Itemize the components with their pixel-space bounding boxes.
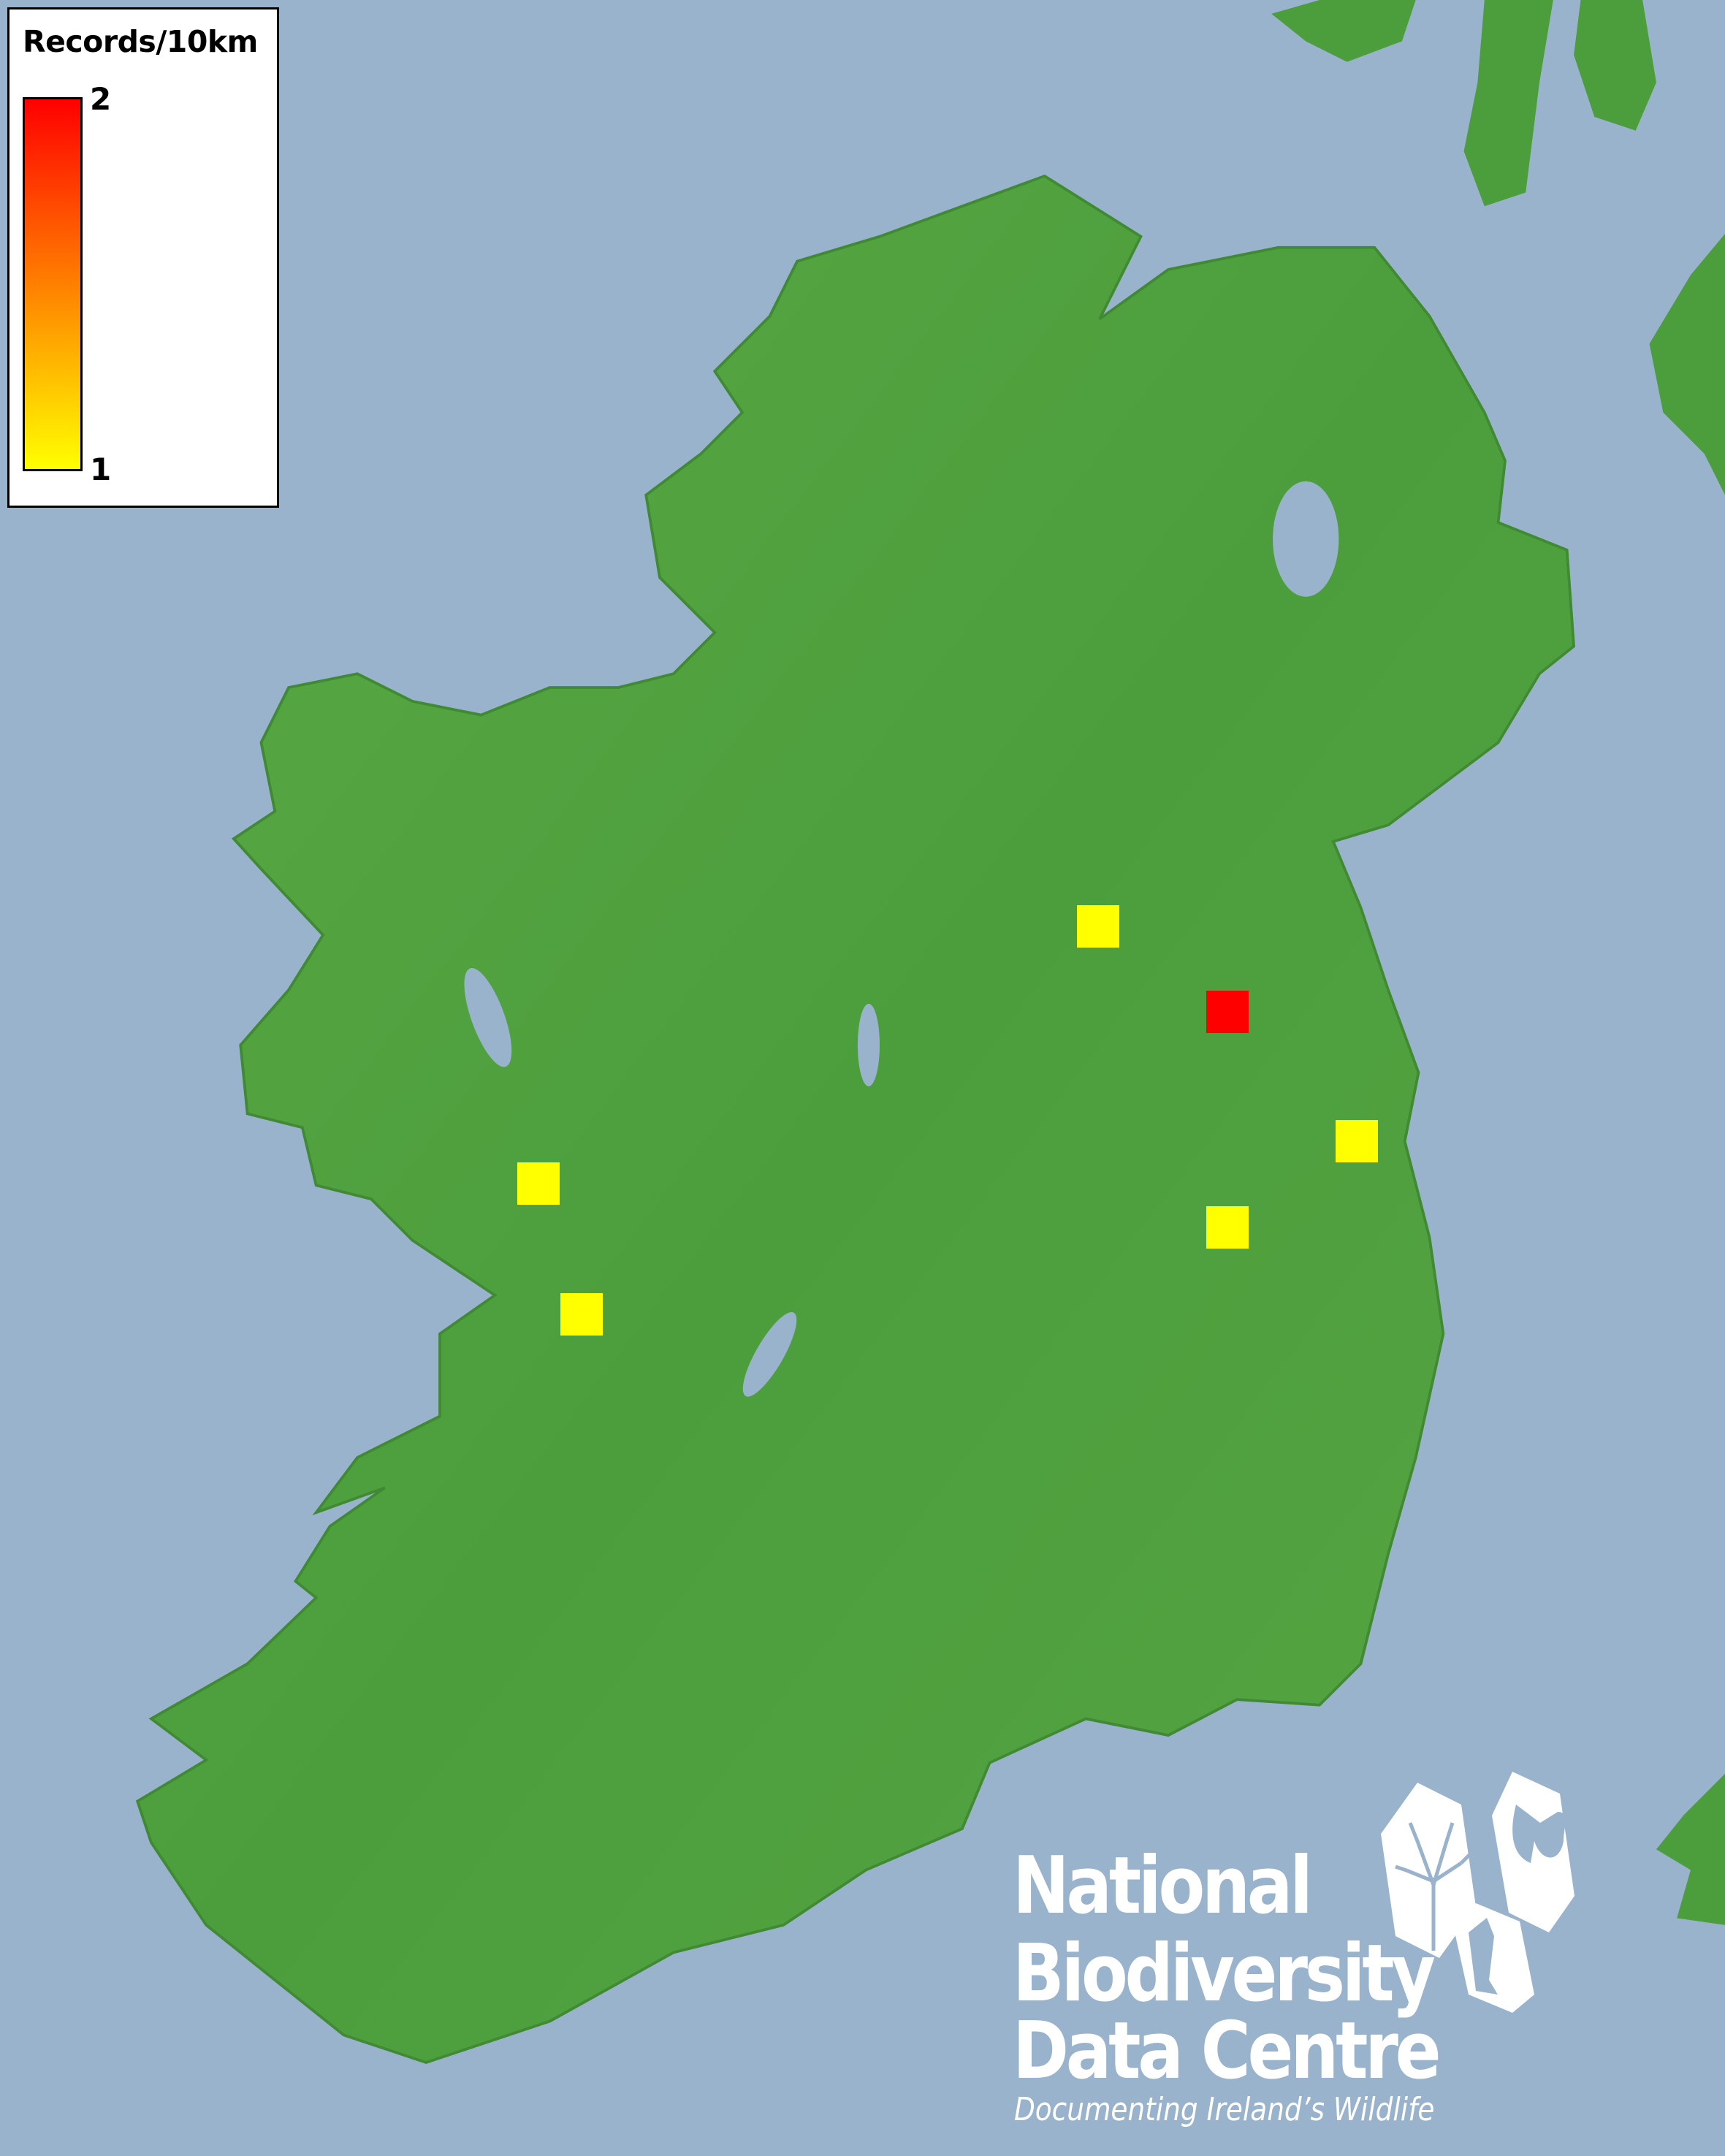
lough-derg [742, 1311, 797, 1397]
scotland-island [1271, 0, 1416, 62]
tree-icon [1381, 1783, 1476, 1958]
legend-color-scale [23, 97, 83, 471]
lough-neagh [1273, 481, 1339, 597]
arran-island [1574, 0, 1656, 131]
butterfly-icon [1492, 1772, 1574, 1932]
record-square[interactable] [517, 1162, 560, 1205]
record-square[interactable] [560, 1293, 603, 1336]
logo-tagline: Documenting Ireland’s Wildlife [1014, 2091, 1435, 2128]
kintyre-peninsula [1463, 0, 1553, 207]
legend-title: Records/10km [23, 24, 258, 59]
ireland-landmass [135, 174, 1576, 2065]
lough-ree [857, 1003, 880, 1086]
seahorse-icon [1454, 1903, 1534, 2013]
lough-corrib [464, 968, 512, 1067]
record-square[interactable] [1206, 1206, 1249, 1249]
record-square[interactable] [1336, 1120, 1378, 1162]
logo-line-data-centre: Data Centre [1013, 2005, 1442, 2097]
legend: Records/10km 2 1 [7, 7, 279, 508]
legend-max-label: 2 [90, 81, 112, 117]
record-square[interactable] [1077, 905, 1119, 948]
logo-line-biodiversity: Biodiversity [1013, 1928, 1436, 2019]
wales-coast [1656, 1773, 1725, 1925]
record-square[interactable] [1206, 991, 1249, 1033]
legend-min-label: 1 [90, 452, 112, 487]
logo-hexagons [1381, 1772, 1574, 2013]
logo-line-national: National [1013, 1840, 1313, 1932]
galloway-coast [1649, 233, 1725, 495]
